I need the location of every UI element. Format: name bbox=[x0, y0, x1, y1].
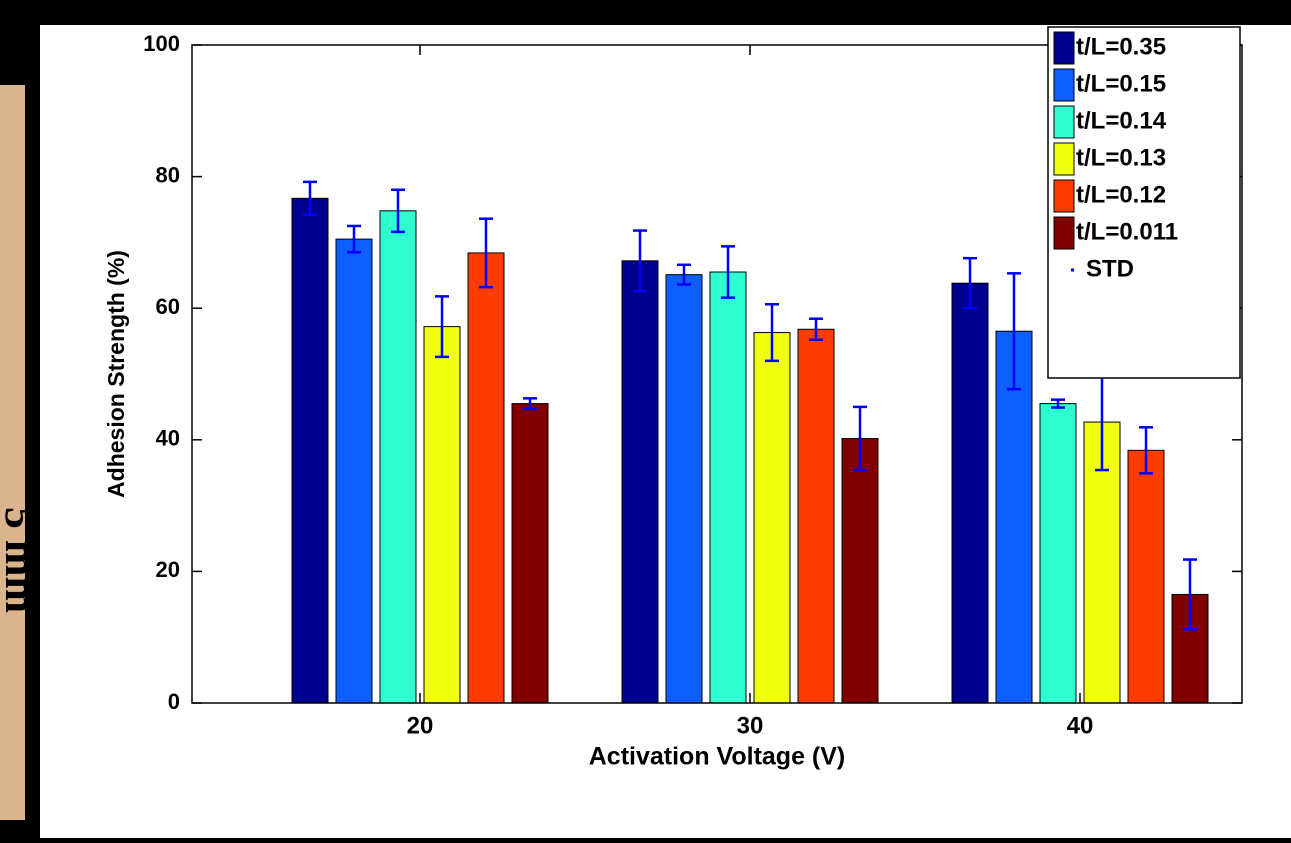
legend-label: t/L=0.14 bbox=[1076, 107, 1167, 134]
error-bar bbox=[853, 405, 867, 472]
y-tick-label: 40 bbox=[156, 426, 180, 451]
legend-label: t/L=0.011 bbox=[1076, 218, 1178, 245]
error-bar bbox=[1183, 558, 1197, 631]
legend-swatch bbox=[1053, 142, 1075, 176]
bar bbox=[951, 282, 989, 704]
y-tick-label: 80 bbox=[156, 162, 180, 187]
legend-swatch bbox=[1053, 105, 1075, 139]
error-bar bbox=[1051, 398, 1065, 409]
error-bar bbox=[479, 217, 493, 289]
bar bbox=[797, 328, 835, 704]
legend-label: t/L=0.13 bbox=[1076, 144, 1166, 171]
bar bbox=[621, 260, 659, 704]
bar bbox=[423, 326, 461, 704]
legend-swatch bbox=[1053, 68, 1075, 102]
x-tick-label: 20 bbox=[407, 712, 434, 739]
error-bar bbox=[303, 180, 317, 217]
error-bar bbox=[1139, 426, 1153, 475]
legend-swatch bbox=[1053, 31, 1075, 65]
y-tick-label: 100 bbox=[143, 31, 180, 56]
legend-swatch bbox=[1053, 179, 1075, 213]
bar bbox=[1039, 403, 1077, 704]
error-bar bbox=[963, 256, 977, 310]
legend-swatch bbox=[1053, 216, 1075, 250]
error-bar bbox=[391, 188, 405, 234]
error-bar bbox=[765, 303, 779, 363]
legend-error-mark bbox=[1071, 268, 1074, 272]
plot-frame bbox=[191, 44, 1243, 704]
bar bbox=[467, 252, 505, 704]
bar bbox=[291, 197, 329, 704]
bar bbox=[511, 403, 549, 704]
error-bar bbox=[1007, 272, 1021, 391]
error-bar bbox=[435, 295, 449, 359]
photo-label: 5 mm bbox=[0, 507, 45, 613]
legend-label: t/L=0.15 bbox=[1076, 70, 1166, 97]
photo bbox=[0, 85, 25, 820]
x-tick-label: 30 bbox=[737, 712, 764, 739]
y-tick-label: 0 bbox=[168, 689, 180, 714]
bar bbox=[335, 238, 373, 704]
error-bar bbox=[721, 245, 735, 299]
error-bar bbox=[523, 397, 537, 411]
y-tick-label: 20 bbox=[156, 557, 180, 582]
y-tick-label: 60 bbox=[156, 294, 180, 319]
error-bar bbox=[677, 263, 691, 286]
bar bbox=[753, 332, 791, 704]
legend-box bbox=[1047, 26, 1241, 379]
legend-label: t/L=0.35 bbox=[1076, 33, 1166, 60]
legend-label: STD bbox=[1086, 255, 1134, 282]
bar bbox=[841, 437, 879, 704]
bar bbox=[1127, 449, 1165, 704]
y-axis-label: Adhesion Strength (%) bbox=[103, 250, 129, 498]
x-axis-label: Activation Voltage (V) bbox=[589, 743, 846, 771]
bar bbox=[709, 271, 747, 704]
x-tick-label: 40 bbox=[1067, 712, 1094, 739]
legend-label: t/L=0.12 bbox=[1076, 181, 1166, 208]
error-bar bbox=[809, 317, 823, 342]
bar bbox=[665, 274, 703, 704]
error-bar bbox=[347, 224, 361, 254]
bar bbox=[379, 210, 417, 704]
error-bar bbox=[633, 229, 647, 293]
